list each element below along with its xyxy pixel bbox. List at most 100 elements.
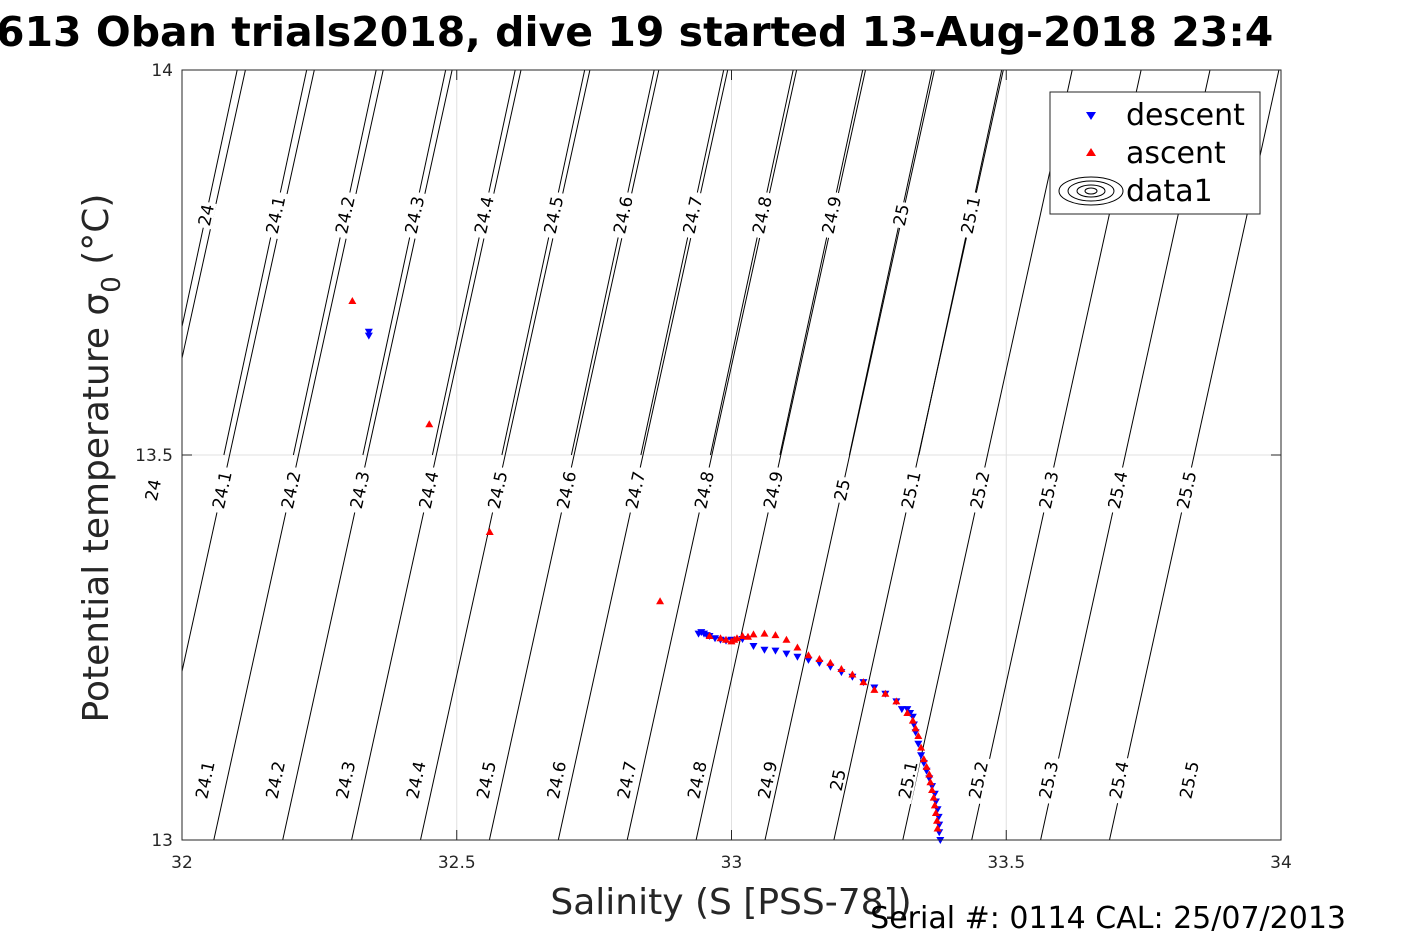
- density-contour-label-bg: [413, 465, 442, 515]
- density-contour-label-bg: [1174, 755, 1202, 805]
- density-contour-label-bg: [612, 755, 640, 805]
- descent-point: [749, 642, 758, 650]
- density-contour-label-bg: [1171, 465, 1200, 515]
- density-contour-label-bg: [260, 755, 288, 805]
- ascent-point: [881, 689, 890, 697]
- density-contour-label-bg: [677, 190, 706, 240]
- ascent-point: [705, 631, 714, 639]
- grid: [182, 70, 1281, 840]
- ascent-point: [859, 678, 868, 686]
- ascent-point: [848, 670, 857, 678]
- y-axis-label-sub: 0: [97, 276, 127, 293]
- ascent-point: [656, 597, 665, 605]
- density-contour-line: [640, 70, 725, 456]
- chart-title: 613 Oban trials2018, dive 19 started 13-…: [0, 8, 1273, 56]
- ascent-point: [732, 634, 741, 642]
- density-contour-label-group: 24: [193, 200, 219, 230]
- ascent-point: [870, 685, 879, 693]
- descent-point: [804, 656, 813, 664]
- legend-data1-label: data1: [1126, 174, 1213, 209]
- density-contour-label-bg: [331, 755, 359, 805]
- ascent-point: [815, 655, 824, 663]
- density-contour-label-bg: [471, 755, 499, 805]
- density-contour-label-bg: [965, 465, 993, 515]
- ascent-point: [911, 724, 920, 732]
- density-contour-label: 24: [142, 477, 166, 502]
- ascent-point: [793, 643, 802, 651]
- density-contour-label-bg: [260, 190, 289, 240]
- x-tick-label: 32: [171, 853, 193, 873]
- density-contour-label-group: 24: [140, 475, 166, 505]
- density-contour-label-bg: [893, 755, 921, 805]
- ascent-point: [743, 632, 752, 640]
- ascent-point: [919, 755, 928, 763]
- density-contour-label-bg: [469, 190, 497, 240]
- density-contour-line: [709, 70, 794, 456]
- ascent-point: [922, 762, 931, 770]
- legend-box: [1049, 91, 1261, 215]
- density-contour-label: 25: [827, 768, 851, 793]
- density-contour-line: [182, 70, 238, 330]
- ascent-point: [837, 665, 846, 673]
- ascent-point: [914, 732, 923, 740]
- axis-ticks: 32 32.5 33 33.5 34 13 13.5 14: [135, 61, 1292, 873]
- density-contour-line: [570, 70, 655, 456]
- density-contour-label-bg: [207, 465, 235, 515]
- density-contour-label-bg: [276, 465, 304, 515]
- density-contour-label-bg: [896, 465, 924, 515]
- ascent-point: [928, 785, 937, 793]
- density-contour-line: [431, 70, 516, 456]
- density-contour-line: [182, 70, 246, 361]
- ascent-point: [930, 801, 939, 809]
- descent-point: [917, 752, 926, 760]
- density-contour-label-bg: [190, 755, 218, 805]
- serial-cal-footer: Serial #: 0114 CAL: 25/07/2013: [870, 901, 1346, 936]
- legend-ascent-marker: [1086, 148, 1096, 156]
- density-contour-label-bg: [752, 755, 780, 805]
- density-contour-label: 25: [890, 203, 914, 228]
- descent-point: [771, 647, 780, 655]
- density-contour-label: 24: [195, 203, 219, 228]
- descent-point: [760, 646, 769, 654]
- density-contour-label-bg: [963, 755, 991, 805]
- ascent-point: [908, 716, 917, 724]
- ascent-point: [425, 420, 434, 428]
- density-contour-label-bg: [551, 465, 580, 515]
- density-contour-label-group: 25: [825, 765, 851, 795]
- density-contour-label-bg: [608, 190, 636, 240]
- ascent-point: [716, 634, 725, 642]
- density-contour-label-bg: [816, 190, 845, 240]
- ascent-point: [771, 631, 780, 639]
- ascent-point: [925, 770, 934, 778]
- ascent-point: [931, 809, 940, 817]
- density-contour-line: [501, 70, 586, 456]
- x-tick-label: 32.5: [438, 853, 476, 873]
- x-tick-label: 34: [1270, 853, 1292, 873]
- legend-contour-icon: [1058, 176, 1124, 206]
- density-contour-line: [779, 70, 864, 456]
- density-contour-line: [223, 70, 308, 456]
- density-contour-label-bg: [330, 190, 358, 240]
- density-contour-line: [848, 70, 933, 456]
- density-contour-label: 25: [831, 477, 855, 502]
- descent-point: [782, 650, 791, 658]
- density-contour-label-bg: [1104, 755, 1132, 805]
- density-contour-label-bg: [829, 475, 853, 505]
- ascent-point: [782, 635, 791, 643]
- ascent-point: [903, 708, 912, 716]
- descent-point: [897, 706, 906, 714]
- density-contour-label-group: 25.4: [1102, 465, 1132, 515]
- ascent-point: [933, 816, 942, 824]
- ascent-point: [926, 778, 935, 786]
- density-contour-label-group: 25: [888, 200, 914, 230]
- legend-descent-label: descent: [1126, 98, 1245, 133]
- descent-point: [793, 653, 802, 661]
- descent-point: [364, 328, 373, 336]
- ascent-point: [917, 743, 926, 751]
- descent-point: [364, 332, 373, 340]
- density-contour-label-bg: [140, 475, 164, 505]
- y-tick-label: 13: [151, 831, 173, 851]
- ascent-point: [933, 824, 942, 832]
- density-contour-line: [362, 70, 447, 456]
